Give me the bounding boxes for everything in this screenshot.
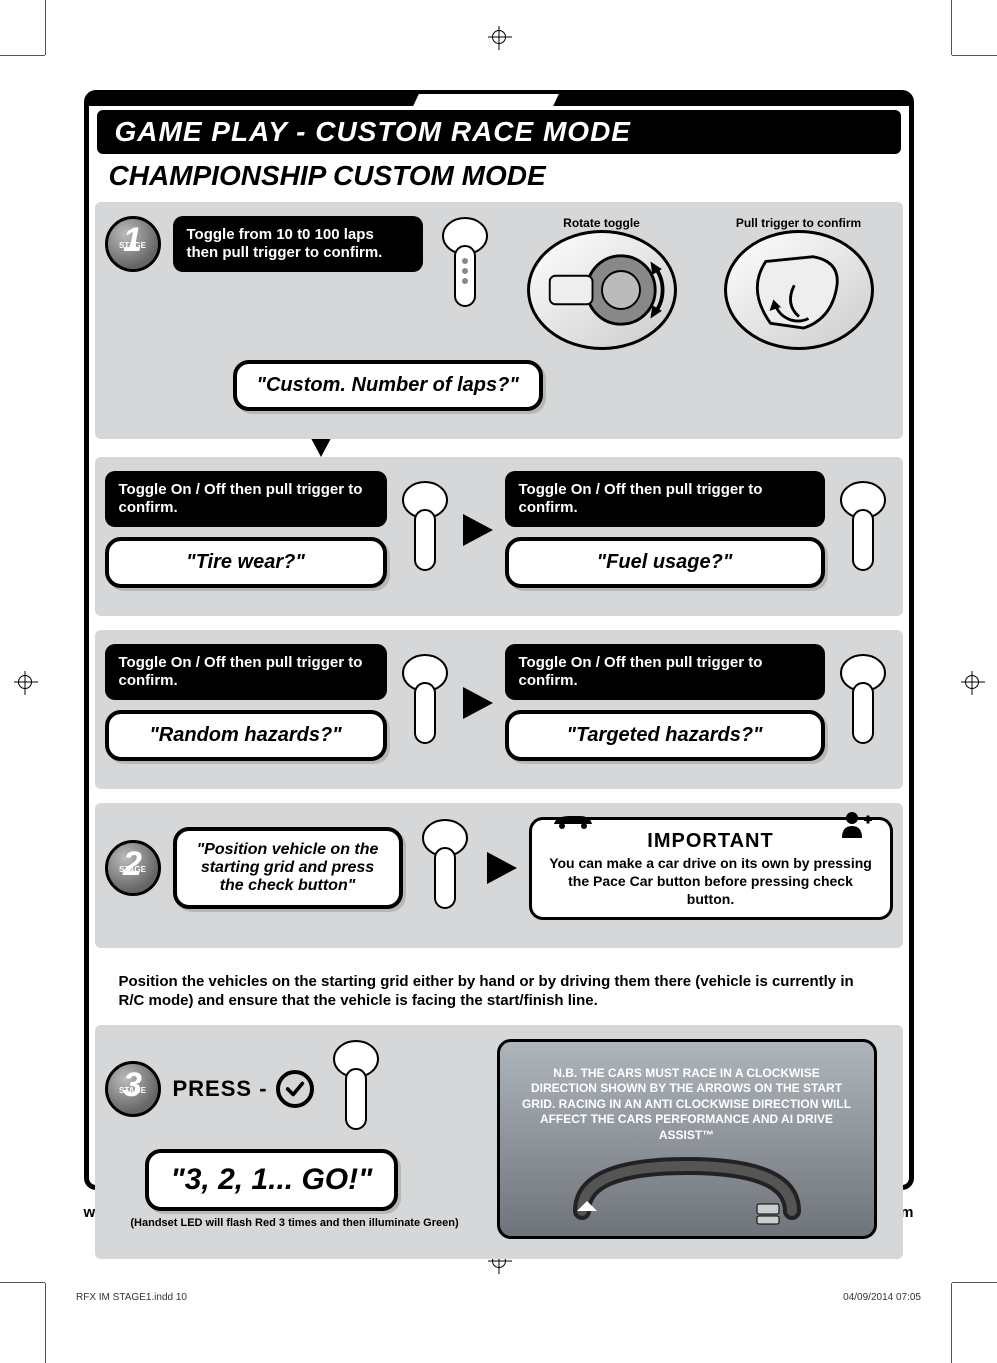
stage1-speech: "Custom. Number of laps?" <box>233 360 543 411</box>
stage1-badge: 1 STAGE <box>105 216 161 272</box>
page-frame: GAME PLAY - CUSTOM RACE MODE CHAMPIONSHI… <box>84 90 914 1190</box>
remote-icon <box>395 653 455 753</box>
frame-top-bar <box>88 94 910 106</box>
remote-icon <box>395 480 455 580</box>
options-band-1: Toggle On / Off then pull trigger to con… <box>95 457 903 616</box>
crop-mark <box>0 1282 45 1283</box>
fuel-callout: Toggle On / Off then pull trigger to con… <box>505 471 825 527</box>
arrow-right-icon <box>487 852 517 884</box>
crop-mark <box>45 0 46 55</box>
tire-speech: "Tire wear?" <box>105 537 387 588</box>
nb-text: N.B. THE CARS MUST RACE IN A CLOCKWISE D… <box>520 1066 854 1144</box>
crop-mark <box>951 1283 952 1363</box>
stage2-speech: "Position vehicle on the starting grid a… <box>173 827 403 909</box>
stage2-badge: 2 STAGE <box>105 840 161 896</box>
pull-trigger-illustration <box>724 230 874 350</box>
targeted-speech: "Targeted hazards?" <box>505 710 825 761</box>
track-illustration <box>562 1156 812 1226</box>
stage3-speech: "3, 2, 1... GO!" <box>145 1149 399 1211</box>
stage1-callout: Toggle from 10 t0 100 laps then pull tri… <box>173 216 423 272</box>
crop-mark <box>45 1283 46 1363</box>
important-body: You can make a car drive on its own by p… <box>544 854 878 909</box>
content-area: 1 STAGE Toggle from 10 t0 100 laps then … <box>89 202 909 1259</box>
important-title: IMPORTANT <box>544 828 878 854</box>
crop-mark <box>952 1282 997 1283</box>
press-label: PRESS - <box>173 1076 268 1102</box>
targeted-callout: Toggle On / Off then pull trigger to con… <box>505 644 825 700</box>
person-plus-icon <box>840 810 872 838</box>
crop-mark <box>952 55 997 56</box>
random-speech: "Random hazards?" <box>105 710 387 761</box>
rotate-toggle-illustration <box>527 230 677 350</box>
frame-notch <box>413 94 559 106</box>
fuel-speech: "Fuel usage?" <box>505 537 825 588</box>
rotate-label: Rotate toggle <box>507 216 697 230</box>
remote-icon <box>833 480 893 580</box>
stage-ribbon: STAGE <box>108 1070 158 1112</box>
important-box: IMPORTANT You can make a car drive on it… <box>529 817 893 920</box>
arrow-right-icon <box>463 514 493 546</box>
stage-ribbon: STAGE <box>108 225 158 267</box>
tire-callout: Toggle On / Off then pull trigger to con… <box>105 471 387 527</box>
page-subtitle: CHAMPIONSHIP CUSTOM MODE <box>89 154 909 202</box>
document-timestamp: 04/09/2014 07:05 <box>843 1292 921 1303</box>
registration-mark <box>965 675 979 689</box>
remote-icon <box>415 818 475 918</box>
check-icon <box>276 1070 314 1108</box>
stage1-speech-text: "Custom. Number of laps?" <box>257 374 519 396</box>
random-callout: Toggle On / Off then pull trigger to con… <box>105 644 387 700</box>
track-panel: N.B. THE CARS MUST RACE IN A CLOCKWISE D… <box>497 1039 877 1239</box>
position-text: Position the vehicles on the starting gr… <box>95 962 903 1025</box>
options-band-2: Toggle On / Off then pull trigger to con… <box>95 630 903 789</box>
remote-icon <box>326 1039 386 1139</box>
registration-mark <box>492 30 506 44</box>
arrow-right-icon <box>463 687 493 719</box>
document-slug: RFX IM STAGE1.indd 10 <box>76 1292 187 1303</box>
stage1-band: 1 STAGE Toggle from 10 t0 100 laps then … <box>95 202 903 439</box>
crop-mark <box>0 55 45 56</box>
crop-mark <box>951 0 952 55</box>
remote-icon <box>833 653 893 753</box>
car-icon <box>550 810 594 830</box>
led-note: (Handset LED will flash Red 3 times and … <box>105 1217 485 1230</box>
stage3-band: 3 STAGE PRESS - "3, 2, 1 <box>95 1025 903 1259</box>
stage3-badge: 3 STAGE <box>105 1061 161 1117</box>
stage2-band: 2 STAGE "Position vehicle on the startin… <box>95 803 903 948</box>
stage-ribbon: STAGE <box>108 849 158 891</box>
registration-mark <box>18 675 32 689</box>
page-title: GAME PLAY - CUSTOM RACE MODE <box>97 110 901 154</box>
remote-icon <box>435 216 495 316</box>
pull-label: Pull trigger to confirm <box>709 216 889 230</box>
